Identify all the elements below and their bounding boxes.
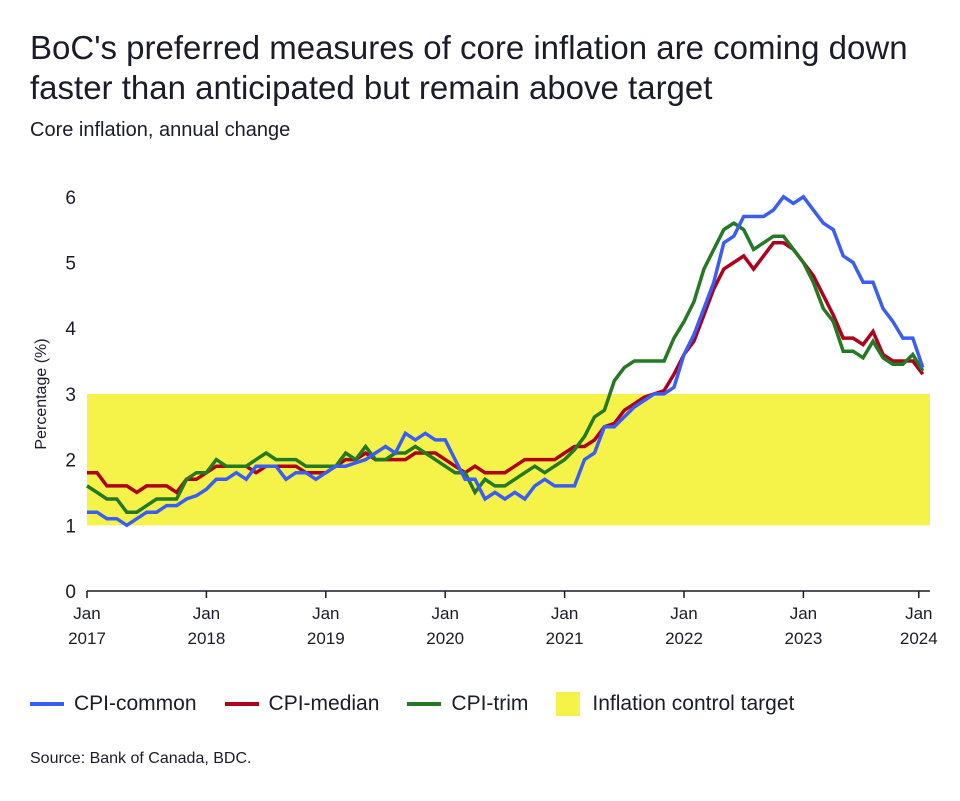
legend-swatch-target	[556, 692, 581, 716]
y-tick-label: 6	[65, 188, 76, 209]
series-line-cpi-common	[87, 194, 925, 528]
y-ticks: 0 1 2 3 4 5 6	[65, 188, 76, 603]
x-tick-month: Jan	[670, 604, 697, 623]
legend-swatch-cpi-median	[224, 702, 259, 706]
y-axis-label: Percentage (%)	[33, 338, 50, 449]
y-tick-label: 4	[65, 319, 76, 340]
x-tick-year: 2023	[784, 629, 822, 648]
x-tick-year: 2024	[900, 629, 938, 648]
x-tick-month: Jan	[431, 604, 458, 623]
series-layer	[86, 194, 925, 528]
x-tick-year: 2020	[426, 629, 464, 648]
x-tick-month: Jan	[312, 604, 339, 623]
x-tick-year: 2021	[546, 629, 584, 648]
series-line-cpi-trim	[86, 221, 925, 514]
x-tick-year: 2018	[187, 629, 225, 648]
x-tick-month: Jan	[905, 604, 932, 623]
x-tick-month: Jan	[193, 604, 220, 623]
legend-item-target: Inflation control target	[556, 692, 794, 716]
x-ticks: Jan 2017 Jan 2018 Jan 2019 Jan 2020 Jan 2021 Jan 20…	[68, 591, 938, 648]
legend-label-cpi-median: CPI-median	[268, 692, 380, 715]
y-tick-label: 1	[65, 516, 76, 537]
legend-item-cpi-common: CPI-common	[30, 692, 197, 716]
x-tick-month: Jan	[551, 604, 578, 623]
legend-item-cpi-median: CPI-median	[224, 692, 380, 716]
chart-subtitle: Core inflation, annual change	[30, 119, 291, 141]
x-tick-year: 2017	[68, 629, 106, 648]
target-band	[87, 393, 930, 526]
x-tick-year: 2019	[307, 629, 345, 648]
x-tick-month: Jan	[790, 604, 817, 623]
y-tick-label: 2	[65, 451, 76, 472]
x-tick-month: Jan	[73, 604, 100, 623]
chart-title: BoC's preferred measures of core inflati…	[30, 29, 908, 106]
legend-label-target: Inflation control target	[592, 692, 795, 715]
y-tick-label: 3	[65, 385, 76, 406]
legend-swatch-cpi-trim	[407, 702, 442, 706]
legend-label-cpi-trim: CPI-trim	[451, 692, 529, 715]
legend: CPI-common CPI-median CPI-trim Inflation…	[30, 692, 822, 716]
source-note: Source: Bank of Canada, BDC.	[30, 750, 252, 767]
y-tick-label: 0	[65, 582, 76, 603]
legend-swatch-cpi-common	[30, 702, 64, 706]
legend-label-cpi-common: CPI-common	[74, 692, 197, 715]
x-tick-year: 2022	[665, 629, 703, 648]
y-tick-label: 5	[65, 254, 76, 275]
legend-item-cpi-trim: CPI-trim	[407, 692, 528, 716]
